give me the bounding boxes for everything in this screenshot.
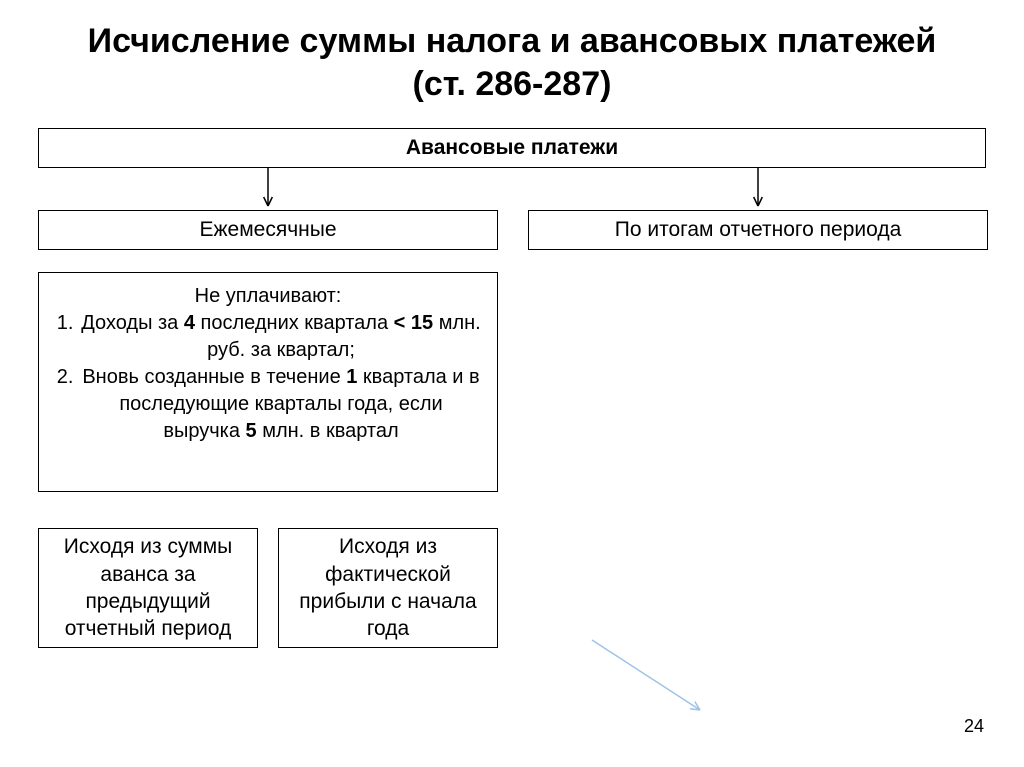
box-monthly: Ежемесячные	[38, 210, 498, 250]
exemptions-intro: Не уплачивают:	[53, 283, 483, 310]
page-title: Исчисление суммы налога и авансовых плат…	[0, 0, 1024, 115]
exemption-item-1: Доходы за 4 последних квартала < 15 млн.…	[79, 310, 483, 364]
box-period-results-label: По итогам отчетного периода	[615, 216, 902, 243]
page-number: 24	[964, 716, 984, 737]
arrow-header-to-monthly	[258, 158, 278, 216]
exemptions-list: Доходы за 4 последних квартала < 15 млн.…	[53, 310, 483, 445]
box-based-on-actual: Исходя из фактической прибыли с начала г…	[278, 528, 498, 648]
box-based-on-actual-label: Исходя из фактической прибыли с начала г…	[289, 533, 487, 642]
box-based-on-previous: Исходя из суммы аванса за предыдущий отч…	[38, 528, 258, 648]
arrow-header-to-period	[748, 158, 768, 216]
exemption-item-2: Вновь созданные в течение 1 квартала и в…	[79, 364, 483, 445]
box-advance-payments-label: Авансовые платежи	[406, 134, 618, 161]
arrow-decorative	[582, 630, 710, 720]
box-based-on-previous-label: Исходя из суммы аванса за предыдущий отч…	[49, 533, 247, 642]
box-advance-payments: Авансовые платежи	[38, 128, 986, 168]
box-exemptions: Не уплачивают: Доходы за 4 последних ква…	[38, 272, 498, 492]
box-period-results: По итогам отчетного периода	[528, 210, 988, 250]
box-monthly-label: Ежемесячные	[199, 216, 336, 243]
